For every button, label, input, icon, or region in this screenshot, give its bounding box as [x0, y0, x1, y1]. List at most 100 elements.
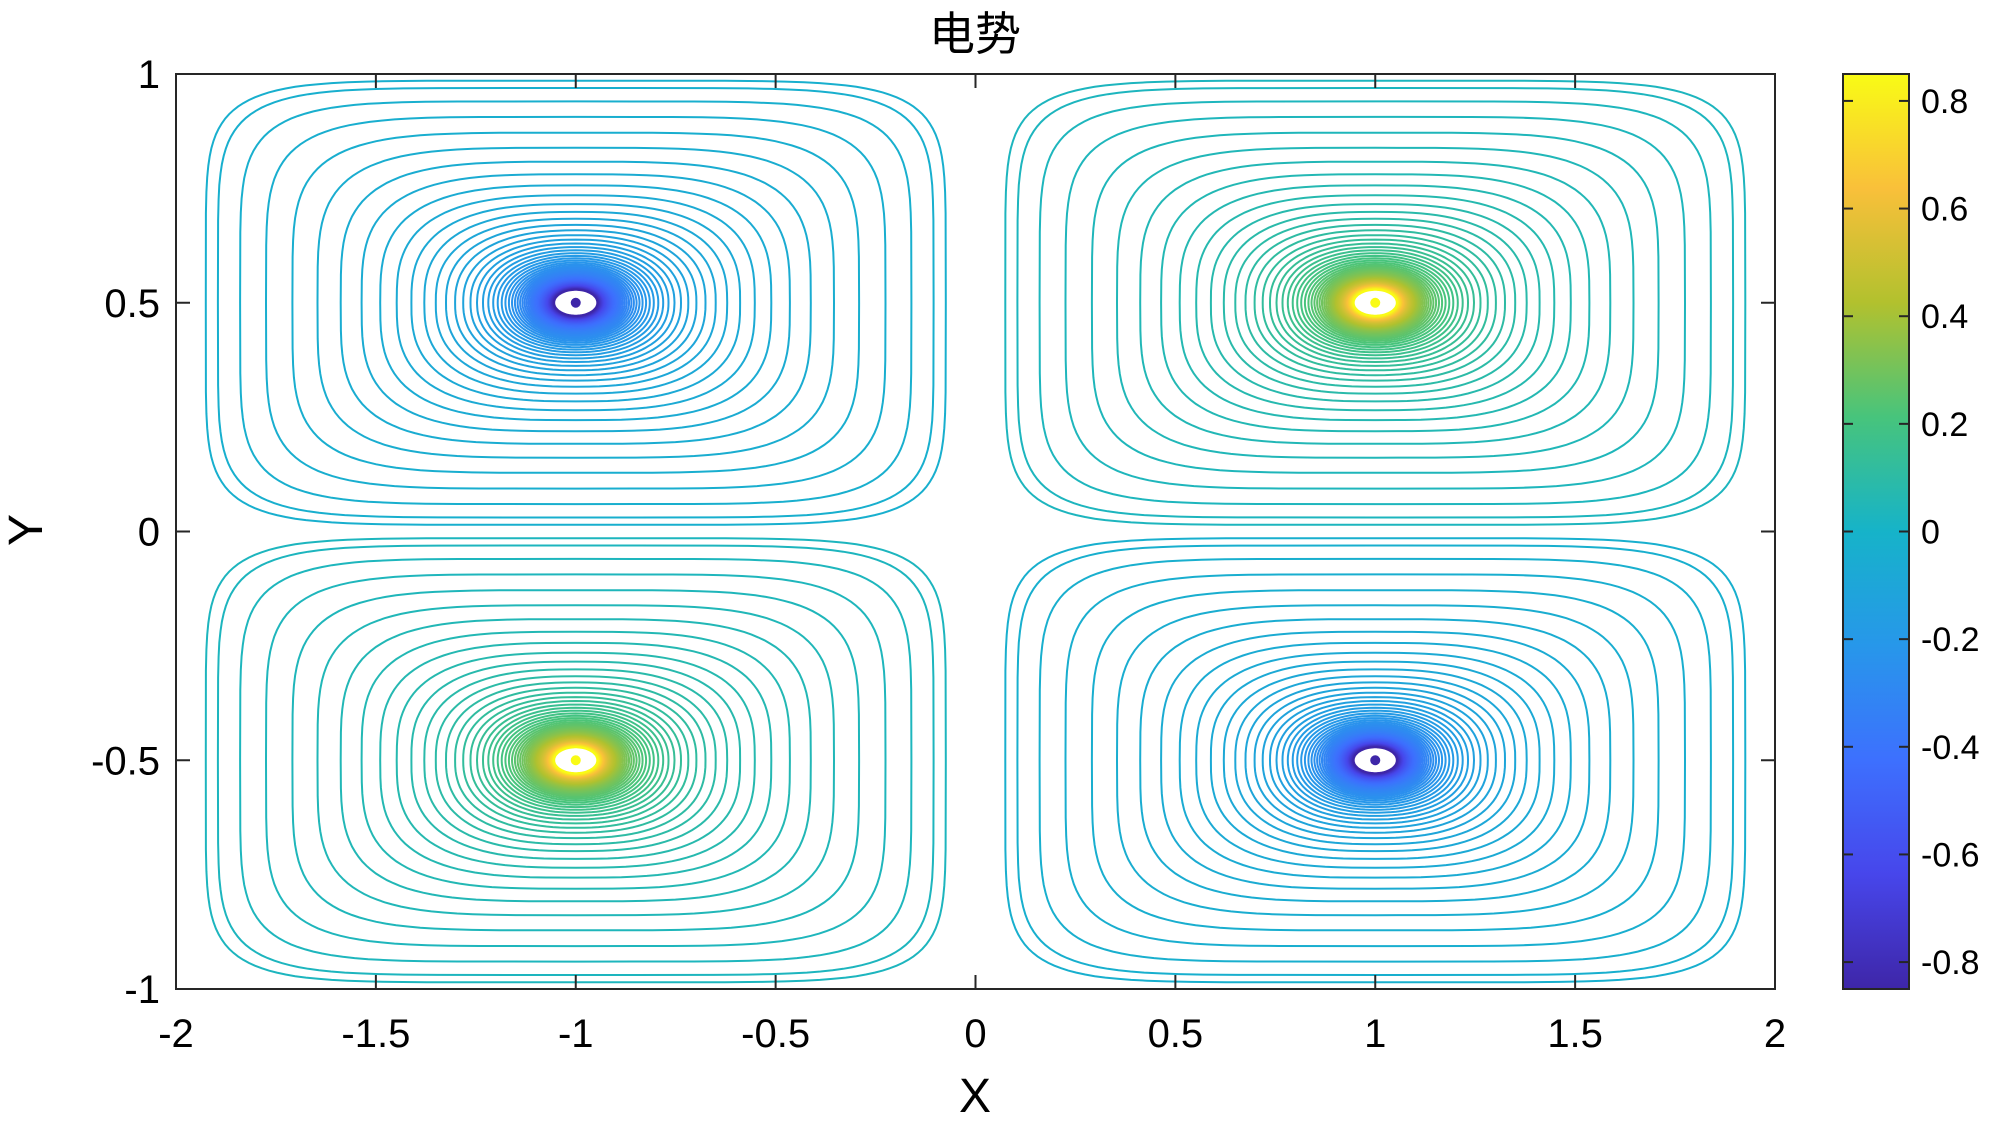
contour-line — [1321, 727, 1430, 794]
contour-line — [1310, 263, 1440, 343]
contour-line — [1300, 714, 1451, 806]
contour-line — [469, 238, 682, 367]
contour-line — [339, 160, 812, 445]
contour-line — [454, 686, 698, 834]
contour-line — [434, 217, 717, 388]
contour-line — [1286, 706, 1464, 814]
contour-line — [1352, 288, 1398, 317]
contour-line — [553, 746, 599, 775]
contour-line — [1307, 261, 1444, 344]
contour-line — [434, 675, 717, 846]
x-tick-label: -2 — [158, 1012, 194, 1056]
contour-line — [1313, 722, 1438, 798]
x-tick-label: -1.5 — [341, 1012, 410, 1056]
contour-line — [496, 254, 655, 351]
contour-line — [291, 131, 861, 474]
contour-line — [1321, 269, 1430, 336]
contour-line — [1330, 275, 1420, 330]
contour-line — [1326, 730, 1424, 790]
contour-line — [1323, 728, 1428, 792]
contour-line — [523, 271, 628, 335]
contour-line — [1064, 573, 1686, 948]
contour-line — [1268, 238, 1482, 367]
contour-line — [462, 234, 690, 372]
y-axis-label: Y — [0, 514, 53, 546]
contour-line — [507, 719, 644, 802]
contour-line — [204, 79, 947, 526]
contour-line — [379, 641, 773, 879]
colorbar-tick-label: 0.6 — [1921, 191, 1968, 229]
contour-line — [519, 268, 633, 338]
contour-line — [1316, 724, 1435, 797]
x-tick-label: 0 — [964, 1012, 986, 1056]
contour-line — [1115, 146, 1635, 459]
contour-line — [531, 275, 621, 330]
contour-line — [1038, 100, 1712, 506]
contour-line — [1016, 86, 1735, 519]
y-tick-label: 0.5 — [104, 282, 160, 326]
contour-line — [469, 696, 682, 825]
y-axis-ticks: -1 -0.5 0 0.5 1 — [91, 53, 1775, 1012]
contour-line — [523, 728, 628, 792]
contour-line — [316, 146, 835, 459]
contour-line — [500, 257, 651, 349]
contour-line — [444, 223, 707, 382]
contour-lines — [204, 79, 1747, 984]
colorbar-tick-label: -0.2 — [1921, 621, 1980, 659]
contour-line — [527, 730, 625, 790]
contour-line — [487, 249, 665, 357]
contour-line — [1296, 712, 1455, 809]
contour-line — [481, 703, 670, 817]
contour-line — [1064, 115, 1686, 490]
contour-line — [1300, 257, 1451, 349]
contour-line — [1261, 234, 1489, 372]
x-tick-label: -0.5 — [741, 1012, 810, 1056]
y-tick-label: 0 — [138, 511, 160, 555]
contour-line — [395, 651, 756, 869]
contour-line — [423, 668, 729, 853]
contour-line — [410, 203, 742, 403]
contour-line — [1310, 720, 1441, 800]
contour-line — [1115, 604, 1635, 917]
contour-line — [423, 210, 729, 395]
contour-line — [1209, 660, 1541, 860]
contour-line — [1139, 160, 1612, 445]
contour-line — [264, 115, 887, 490]
contour-line — [360, 173, 791, 433]
contour-line — [1244, 681, 1506, 840]
plot-background — [176, 74, 1775, 989]
contour-line — [1004, 537, 1747, 984]
colorbar-tick-label: -0.6 — [1921, 836, 1980, 874]
contour-line — [529, 274, 623, 331]
contour-line — [1275, 699, 1475, 821]
charge-center — [1370, 297, 1381, 308]
contour-line — [1281, 246, 1469, 360]
x-tick-label: 1.5 — [1547, 1012, 1603, 1056]
colorbar-tick-label: 0.4 — [1921, 298, 1968, 336]
contour-line — [1090, 589, 1660, 932]
contour-line — [444, 681, 707, 840]
contour-line — [1296, 254, 1455, 351]
contour-line — [1253, 686, 1497, 834]
contour-line — [1209, 203, 1541, 403]
contour-line — [521, 727, 630, 794]
charge-center — [570, 755, 581, 766]
contour-line — [1016, 544, 1735, 977]
contour-line — [527, 273, 625, 333]
contour-line — [1268, 696, 1482, 825]
contour-line — [1330, 733, 1420, 788]
contour-line — [1291, 252, 1459, 354]
contour-line — [510, 263, 641, 343]
contour-line — [216, 544, 935, 977]
y-tick-label: -0.5 — [91, 739, 160, 783]
contour-line — [475, 242, 676, 364]
contour-line — [1038, 557, 1712, 963]
contour-line — [519, 725, 633, 795]
contour-line — [500, 714, 651, 806]
contour-line — [379, 184, 773, 422]
x-axis-label: X — [959, 1070, 991, 1123]
chart-title: 电势 — [929, 7, 1021, 61]
contour-line — [496, 712, 655, 809]
contour-line — [1275, 242, 1475, 364]
